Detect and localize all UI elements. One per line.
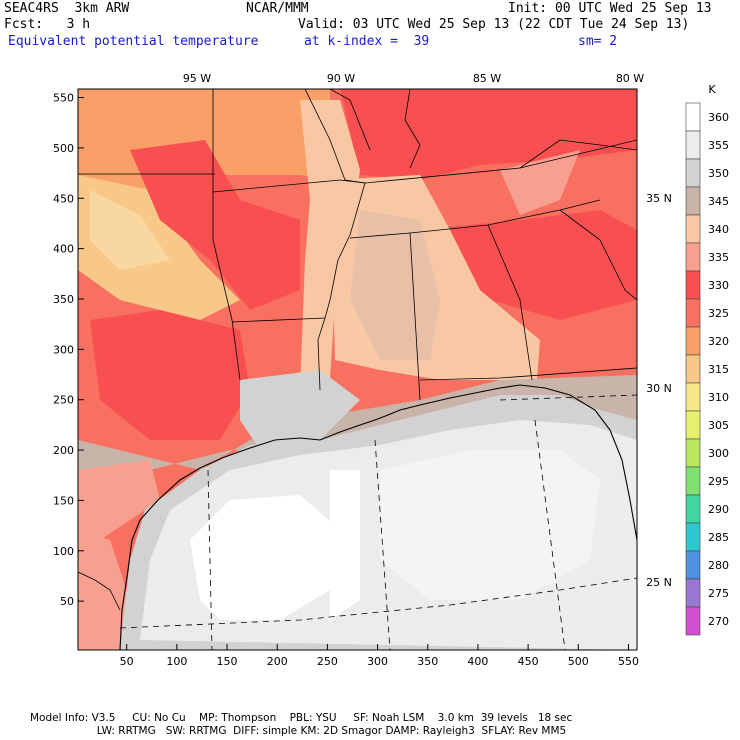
- y-tick-label: 200: [53, 444, 74, 457]
- coastline: [119, 384, 637, 650]
- latlon-grid: [119, 394, 637, 650]
- legend-swatch: [685, 438, 701, 468]
- legend-label: 290: [708, 503, 729, 516]
- legend-swatch: [685, 298, 701, 328]
- run-name: SEAC4RS 3km ARW: [4, 1, 130, 16]
- longitude-labels: 95 W 90 W 85 W 80 W: [183, 72, 644, 85]
- y-tick-label: 350: [53, 293, 74, 306]
- legend-label: 345: [708, 195, 729, 208]
- legend-label: 350: [708, 167, 729, 180]
- legend-swatch: [685, 522, 701, 552]
- smoothing-label: sm= 2: [578, 34, 618, 49]
- legend-swatch: [685, 382, 701, 412]
- field-title: Equivalent potential temperature: [8, 34, 259, 49]
- y-tick-label: 450: [53, 192, 74, 205]
- latitude-label: 35 N: [646, 192, 672, 205]
- x-tick-label: 200: [267, 655, 288, 668]
- legend-swatch: [685, 158, 701, 188]
- legend-label: 285: [708, 531, 729, 544]
- legend-swatch: [685, 466, 701, 496]
- legend-swatch: [685, 326, 701, 356]
- legend-label: 340: [708, 223, 729, 236]
- x-tick-label: 350: [417, 655, 438, 668]
- legend-label: 320: [708, 335, 729, 348]
- legend-label: 305: [708, 419, 729, 432]
- latitude-labels: 35 N 30 N 25 N: [646, 192, 672, 589]
- organization: NCAR/MMM: [246, 1, 309, 16]
- legend-swatch: [685, 242, 701, 272]
- legend-label: 360: [708, 111, 729, 124]
- x-tick-label: 100: [166, 655, 187, 668]
- x-tick-label: 50: [120, 655, 134, 668]
- y-tick-label: 50: [60, 595, 74, 608]
- valid-time: Valid: 03 UTC Wed 25 Sep 13 (22 CDT Tue …: [298, 17, 690, 32]
- legend-label: 280: [708, 559, 729, 572]
- legend-swatch: [685, 578, 701, 608]
- y-tick-label: 150: [53, 494, 74, 507]
- y-tick-label: 250: [53, 394, 74, 407]
- level-label: at k-index = 39: [304, 34, 430, 49]
- legend-label: 335: [708, 251, 729, 264]
- colorbar-legend: K 360 355 350 345 340 335 330 325 320 315 310 305 300…: [685, 83, 729, 636]
- legend-swatch: [685, 270, 701, 300]
- legend-unit: K: [708, 83, 716, 96]
- legend-swatch: [685, 354, 701, 384]
- y-tick-label: 400: [53, 243, 74, 256]
- theta-e-field: [78, 89, 637, 650]
- model-info-line1: Model Info: V3.5 CU: No Cu MP: Thompson …: [30, 712, 573, 724]
- legend-swatch: [685, 410, 701, 440]
- longitude-label: 80 W: [616, 72, 644, 85]
- legend-swatch: [685, 214, 701, 244]
- x-tick-label: 150: [217, 655, 238, 668]
- y-tick-label: 550: [53, 92, 74, 105]
- legend-label: 325: [708, 307, 729, 320]
- longitude-label: 90 W: [327, 72, 355, 85]
- legend-swatch: [685, 186, 701, 216]
- legend-swatch: [685, 130, 701, 160]
- legend-label: 355: [708, 139, 729, 152]
- y-tick-label: 100: [53, 545, 74, 558]
- y-tick-label: 300: [53, 343, 74, 356]
- legend-swatch: [685, 102, 701, 132]
- legend-swatch: [685, 606, 701, 636]
- x-tick-label: 400: [467, 655, 488, 668]
- x-tick-label: 450: [518, 655, 539, 668]
- model-info-line2: LW: RRTMG SW: RRTMG DIFF: simple KM: 2D …: [30, 725, 567, 737]
- legend-swatch: [685, 494, 701, 524]
- legend-label: 300: [708, 447, 729, 460]
- plot-frame: [77, 88, 638, 651]
- latitude-label: 25 N: [646, 576, 672, 589]
- legend-label: 330: [708, 279, 729, 292]
- x-tick-label: 500: [568, 655, 589, 668]
- y-tick-label: 500: [53, 142, 74, 155]
- longitude-label: 85 W: [473, 72, 501, 85]
- legend-swatch: [685, 550, 701, 580]
- init-time: Init: 00 UTC Wed 25 Sep 13: [508, 1, 712, 16]
- legend-label: 310: [708, 391, 729, 404]
- legend-label: 315: [708, 363, 729, 376]
- legend-label: 295: [708, 475, 729, 488]
- longitude-label: 95 W: [183, 72, 211, 85]
- legend-label: 270: [708, 615, 729, 628]
- forecast-hour: Fcst: 3 h: [4, 17, 91, 32]
- x-tick-label: 250: [317, 655, 338, 668]
- latitude-label: 30 N: [646, 382, 672, 395]
- x-tick-label: 550: [618, 655, 639, 668]
- x-axis: 50 100 150 200 250 300 350 400 450 500 550: [120, 644, 639, 668]
- legend-label: 275: [708, 587, 729, 600]
- x-tick-label: 300: [367, 655, 388, 668]
- y-axis: 550 500 450 400 350 300 250 200 150 100 50: [53, 92, 84, 608]
- state-boundaries: [78, 89, 637, 401]
